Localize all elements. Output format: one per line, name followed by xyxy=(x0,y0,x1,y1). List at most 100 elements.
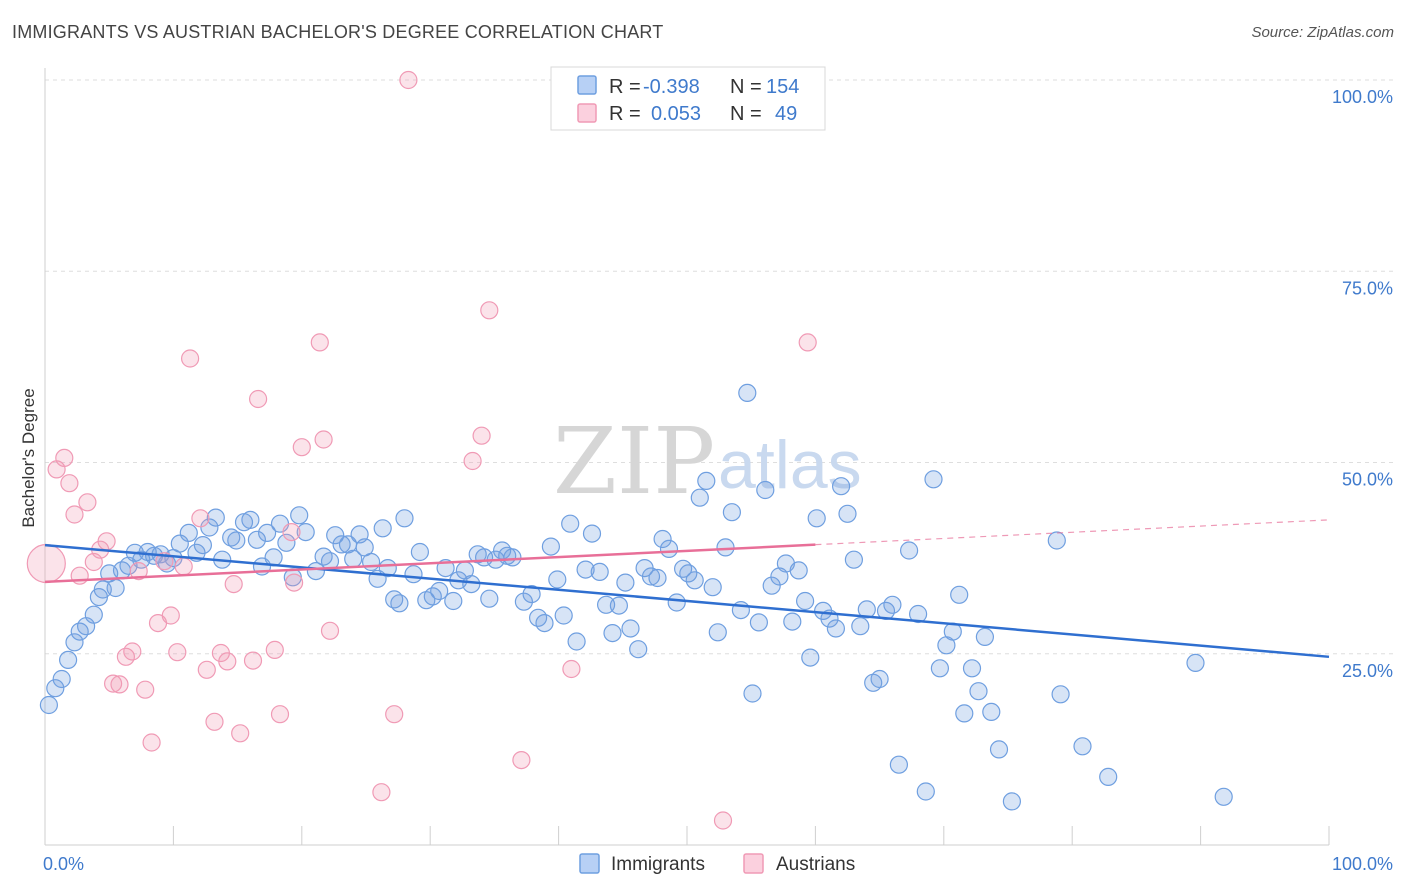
point-austrians xyxy=(55,448,74,467)
point-immigrants xyxy=(227,531,246,550)
bottom-legend: Immigrants Austrians xyxy=(579,853,855,875)
point-austrians xyxy=(174,557,193,576)
point-austrians xyxy=(372,783,391,802)
trend-line-extension-austrians xyxy=(815,519,1330,546)
point-immigrants xyxy=(857,600,876,619)
x-tick-label-min: 0.0% xyxy=(43,854,84,874)
point-immigrants xyxy=(641,567,661,586)
point-immigrants xyxy=(430,581,449,601)
legend-n-label-austrians: N = xyxy=(730,103,762,125)
point-immigrants xyxy=(541,537,561,556)
point-austrians xyxy=(103,674,123,693)
point-austrians xyxy=(270,705,290,724)
data-points xyxy=(26,70,1233,830)
point-immigrants xyxy=(795,591,815,611)
point-immigrants xyxy=(756,480,775,500)
point-immigrants xyxy=(950,585,969,604)
legend-swatch-austrians xyxy=(577,103,597,123)
point-austrians xyxy=(142,733,161,752)
point-austrians xyxy=(26,543,66,584)
point-immigrants xyxy=(576,560,595,579)
chart-title: IMMIGRANTS VS AUSTRIAN BACHELOR'S DEGREE… xyxy=(12,22,664,42)
point-immigrants xyxy=(561,514,580,533)
point-immigrants xyxy=(609,596,629,615)
point-austrians xyxy=(129,561,148,581)
point-immigrants xyxy=(222,528,241,547)
y-tick-label: 25.0% xyxy=(1342,661,1393,681)
point-immigrants xyxy=(314,547,333,566)
point-immigrants xyxy=(1051,685,1070,704)
point-austrians xyxy=(472,426,491,445)
point-austrians xyxy=(310,333,329,352)
point-immigrants xyxy=(84,605,103,624)
point-immigrants xyxy=(258,523,277,543)
point-austrians xyxy=(231,724,250,743)
legend-n-value-austrians: 49 xyxy=(775,103,797,125)
point-immigrants xyxy=(582,524,602,543)
point-immigrants xyxy=(179,523,198,543)
y-axis-label: Bachelor's Degree xyxy=(19,388,38,527)
point-austrians xyxy=(314,430,333,449)
y-tick-label: 50.0% xyxy=(1342,470,1393,490)
point-austrians xyxy=(385,705,404,724)
point-immigrants xyxy=(924,470,943,489)
point-austrians xyxy=(60,474,79,493)
point-austrians xyxy=(181,349,200,368)
point-austrians xyxy=(197,660,216,679)
bottom-legend-label-immigrants: Immigrants xyxy=(611,854,705,875)
point-austrians xyxy=(798,333,817,352)
point-immigrants xyxy=(783,612,802,631)
point-immigrants xyxy=(955,704,974,723)
point-immigrants xyxy=(1047,531,1066,550)
point-austrians xyxy=(265,640,284,660)
point-austrians xyxy=(292,438,311,457)
point-immigrants xyxy=(444,591,463,611)
point-immigrants xyxy=(590,562,609,582)
point-immigrants xyxy=(749,613,769,632)
point-austrians xyxy=(463,451,482,471)
point-immigrants xyxy=(326,526,345,545)
point-austrians xyxy=(249,389,268,409)
point-immigrants xyxy=(908,604,928,624)
point-immigrants xyxy=(738,383,757,402)
point-immigrants xyxy=(838,504,857,523)
point-immigrants xyxy=(762,576,781,595)
legend-r-value-austrians: 0.053 xyxy=(651,103,701,125)
point-immigrants xyxy=(277,533,296,552)
trend-line-immigrants xyxy=(44,543,1330,659)
point-immigrants xyxy=(1099,767,1118,787)
y-tick-label: 75.0% xyxy=(1342,278,1393,298)
bottom-legend-swatch-austrians xyxy=(743,853,764,874)
point-immigrants xyxy=(503,548,522,567)
legend-swatch-immigrants xyxy=(577,75,597,95)
point-immigrants xyxy=(789,561,808,580)
legend-n-value-immigrants: 154 xyxy=(766,76,799,98)
point-immigrants xyxy=(290,506,309,525)
point-immigrants xyxy=(616,573,635,592)
legend-r-label-immigrants: R = xyxy=(609,76,641,98)
point-immigrants xyxy=(722,503,742,522)
point-immigrants xyxy=(39,695,59,715)
point-austrians xyxy=(123,642,142,661)
point-immigrants xyxy=(296,522,315,542)
point-austrians xyxy=(285,573,304,592)
point-immigrants xyxy=(1214,787,1233,806)
point-austrians xyxy=(399,70,418,90)
point-austrians xyxy=(224,574,243,594)
point-austrians xyxy=(243,651,263,670)
point-immigrants xyxy=(870,669,889,689)
point-immigrants xyxy=(685,571,704,590)
point-austrians xyxy=(713,811,733,830)
point-austrians xyxy=(136,680,155,699)
point-austrians xyxy=(78,493,97,512)
legend-r-value-immigrants: -0.398 xyxy=(643,76,700,98)
x-tick-labels: 0.0% 100.0% xyxy=(43,854,1393,874)
point-austrians xyxy=(205,712,224,731)
point-austrians xyxy=(480,301,499,320)
point-immigrants xyxy=(801,648,820,667)
point-immigrants xyxy=(653,529,672,549)
point-immigrants xyxy=(410,542,429,562)
point-immigrants xyxy=(807,509,826,528)
point-immigrants xyxy=(548,570,567,589)
